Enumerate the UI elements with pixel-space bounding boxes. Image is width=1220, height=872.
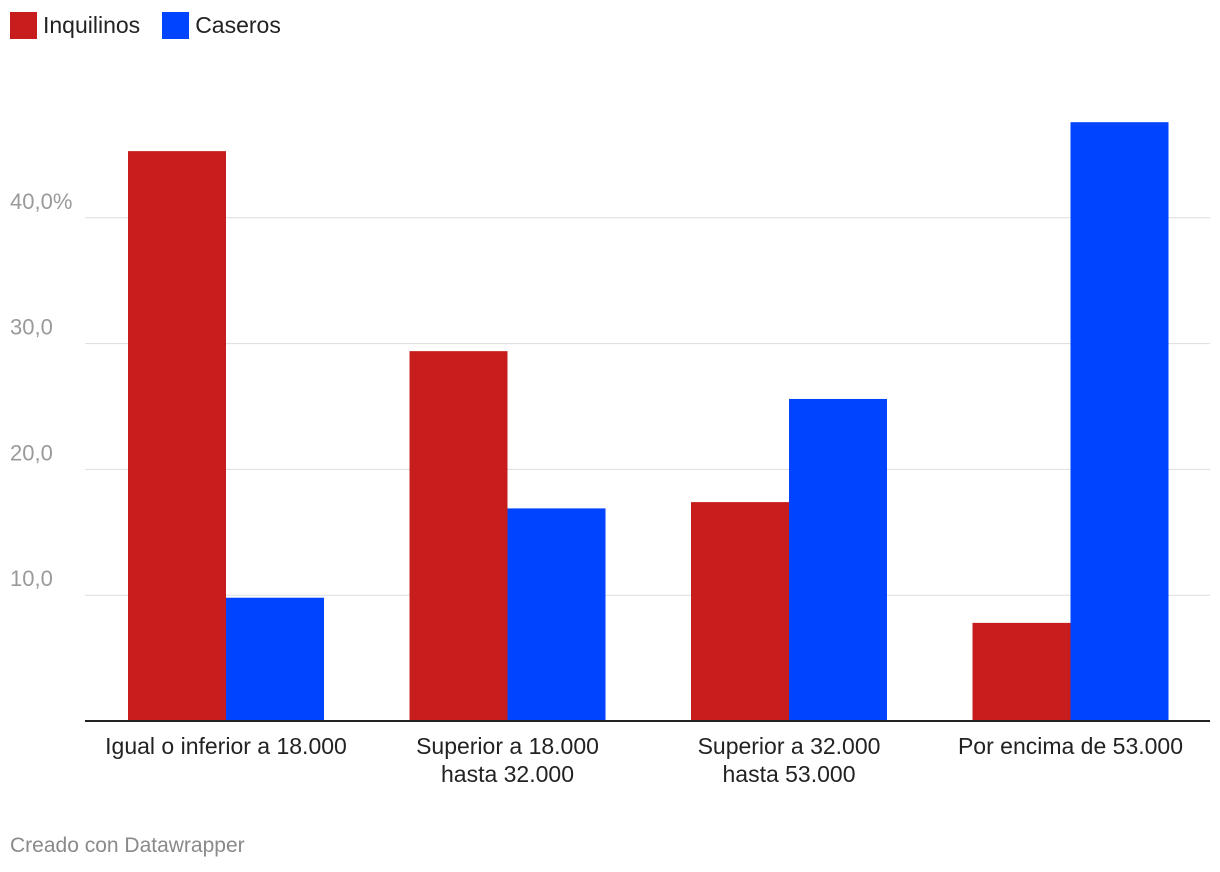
y-tick-label: 40,0% — [10, 189, 72, 214]
legend-swatch-caseros — [162, 12, 190, 39]
y-tick-label: 20,0 — [10, 440, 53, 465]
x-category-label: hasta 53.000 — [722, 761, 855, 787]
x-category-label: Superior a 32.000 — [698, 733, 881, 759]
x-category-label: Superior a 18.000 — [416, 733, 599, 759]
x-category-label: Igual o inferior a 18.000 — [105, 733, 347, 759]
x-category-label: Por encima de 53.000 — [958, 733, 1183, 759]
bar-inquilinos — [128, 151, 226, 722]
legend-item-inquilinos: Inquilinos — [10, 12, 140, 39]
y-tick-label: 10,0 — [10, 566, 53, 591]
datawrapper-credit: Creado con Datawrapper — [10, 834, 245, 857]
bar-inquilinos — [409, 351, 508, 721]
legend-label-caseros: Caseros — [195, 12, 281, 38]
bar-caseros — [226, 597, 324, 721]
bar-caseros — [507, 508, 606, 721]
bar-inquilinos — [691, 502, 789, 721]
legend-swatch-inquilinos — [10, 12, 37, 39]
bar-caseros — [1070, 122, 1169, 721]
y-tick-label: 30,0 — [10, 315, 53, 340]
legend-item-caseros: Caseros — [162, 12, 281, 39]
bar-caseros — [789, 398, 887, 721]
legend-label-inquilinos: Inquilinos — [43, 12, 141, 38]
bar-inquilinos — [972, 622, 1071, 721]
chart-legend: Inquilinos Caseros — [10, 12, 281, 39]
x-category-label: hasta 32.000 — [441, 761, 574, 787]
